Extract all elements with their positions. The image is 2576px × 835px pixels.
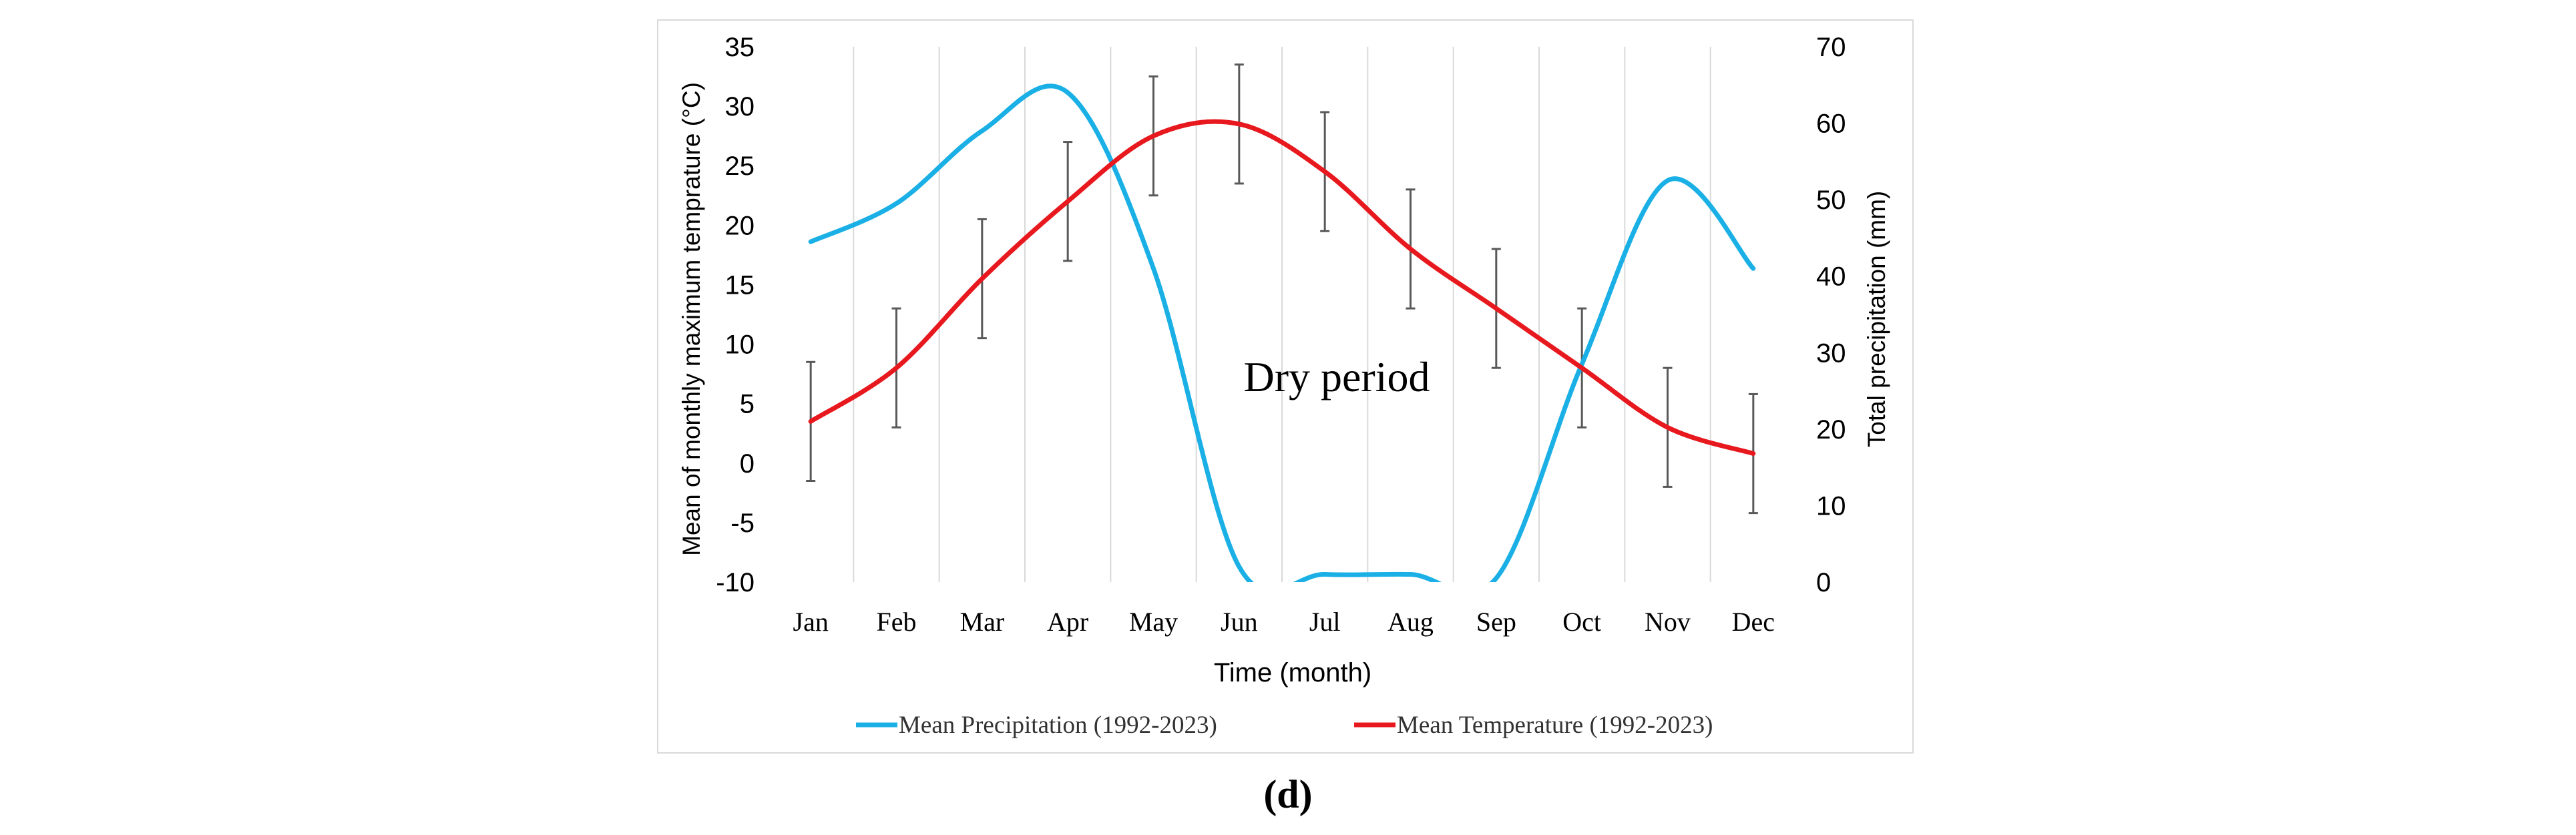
right-tick-label: 50 bbox=[1816, 186, 1846, 215]
x-tick-label: Sep bbox=[1476, 607, 1516, 637]
temperature-line bbox=[808, 119, 1756, 457]
left-tick-label: -5 bbox=[730, 509, 755, 538]
right-tick-label: 10 bbox=[1816, 491, 1846, 521]
x-axis-ticks: Jan Feb Mar Apr May Jun Jul Aug Sep Oct Nov Dec bbox=[793, 607, 1775, 637]
x-tick-label: Mar bbox=[960, 607, 1005, 637]
left-tick-label: -10 bbox=[716, 568, 755, 597]
x-tick-label: Nov bbox=[1645, 607, 1691, 637]
right-tick-label: 0 bbox=[1816, 568, 1831, 597]
precipitation-line bbox=[808, 83, 1756, 582]
left-axis-title: Mean of monthly maximum temprature (°C) bbox=[678, 82, 705, 556]
left-tick-label: 10 bbox=[725, 330, 755, 360]
series-lines bbox=[808, 83, 1756, 582]
x-tick-label: Jul bbox=[1309, 607, 1341, 637]
x-tick-label: Jun bbox=[1221, 607, 1258, 637]
x-tick-label: Apr bbox=[1047, 607, 1088, 637]
left-tick-label: 25 bbox=[725, 152, 755, 181]
right-tick-label: 30 bbox=[1816, 338, 1846, 368]
x-axis-title: Time (month) bbox=[1214, 658, 1371, 687]
right-axis-title: Total precipitation (mm) bbox=[1863, 191, 1890, 448]
left-tick-label: 30 bbox=[725, 92, 755, 121]
x-tick-label: Dec bbox=[1732, 607, 1775, 637]
x-tick-label: Feb bbox=[877, 607, 917, 637]
right-tick-label: 70 bbox=[1816, 33, 1846, 62]
left-tick-label: 20 bbox=[725, 211, 755, 240]
left-tick-label: 15 bbox=[725, 270, 755, 300]
x-tick-label: Jan bbox=[793, 607, 829, 637]
left-tick-label: 35 bbox=[725, 33, 755, 62]
panel-label: (d) bbox=[1263, 772, 1312, 816]
left-tick-label: 0 bbox=[740, 449, 755, 479]
x-tick-label: May bbox=[1129, 607, 1178, 637]
x-tick-label: Oct bbox=[1562, 607, 1601, 637]
dry-period-annotation: Dry period bbox=[1243, 353, 1430, 400]
right-tick-label: 20 bbox=[1816, 415, 1846, 445]
x-tick-label: Aug bbox=[1387, 607, 1434, 637]
right-axis-ticks: 70 60 50 40 30 20 10 0 bbox=[1816, 33, 1846, 597]
legend: Mean Precipitation (1992-2023) Mean Temp… bbox=[856, 712, 1713, 739]
legend-temperature-label: Mean Temperature (1992-2023) bbox=[1397, 712, 1713, 739]
right-tick-label: 60 bbox=[1816, 109, 1846, 139]
legend-precipitation-label: Mean Precipitation (1992-2023) bbox=[899, 712, 1217, 739]
left-axis-ticks: 35 30 25 20 15 10 5 0 -5 -10 bbox=[716, 33, 755, 597]
left-tick-label: 5 bbox=[740, 390, 755, 419]
right-tick-label: 40 bbox=[1816, 262, 1846, 292]
vertical-gridlines bbox=[853, 47, 1711, 582]
